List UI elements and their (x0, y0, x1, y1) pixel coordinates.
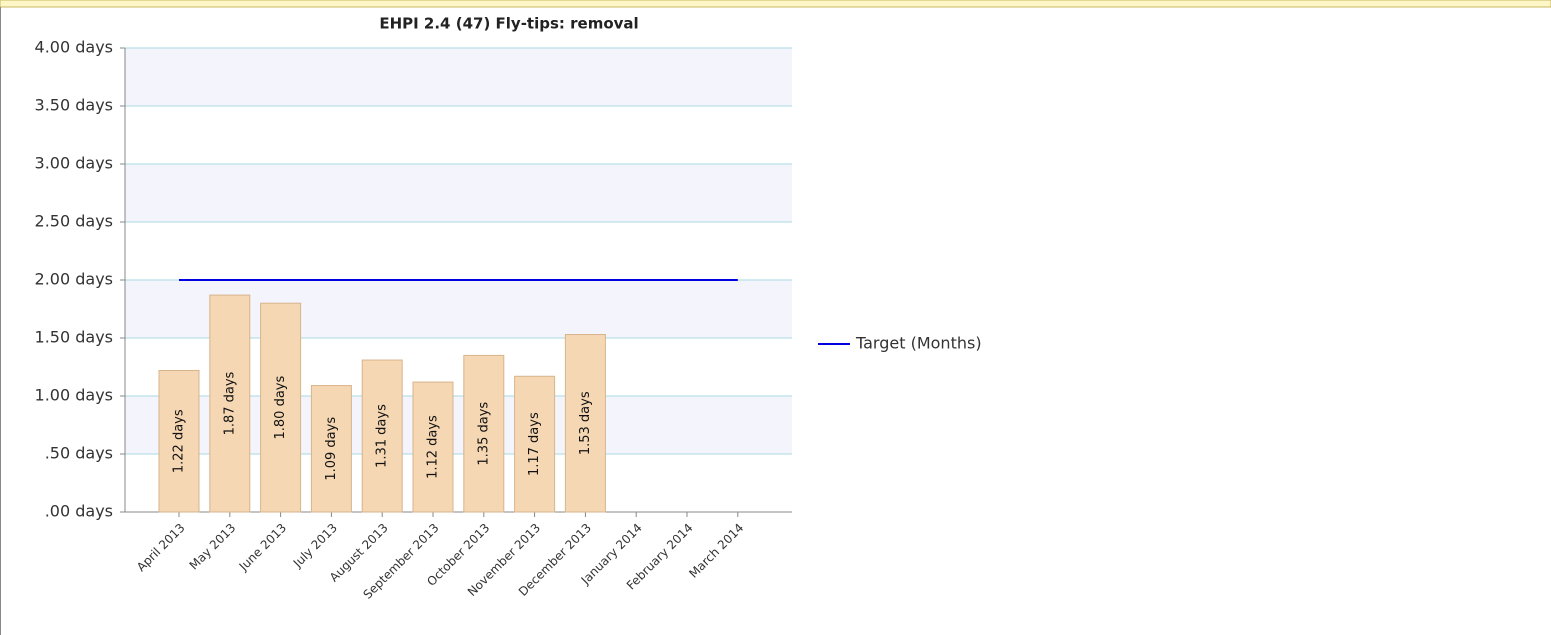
data-label: 1.17 days (527, 412, 542, 476)
header-bar (0, 0, 1551, 8)
y-tick-label: 2.50 days (35, 212, 113, 231)
plot-band (125, 48, 792, 106)
y-tick-label: 3.00 days (35, 154, 113, 173)
x-tick-label: May 2013 (187, 521, 239, 573)
x-tick-label: July 2013 (290, 521, 340, 571)
data-label: 1.12 days (426, 415, 441, 479)
bar (463, 354, 505, 513)
data-label: 1.09 days (324, 417, 339, 481)
bar (209, 294, 251, 513)
y-tick-label: .50 days (45, 444, 113, 463)
y-tick-label: 2.00 days (35, 270, 113, 289)
data-label: 1.87 days (222, 371, 237, 435)
y-tick-label: 1.00 days (35, 386, 113, 405)
data-label: 1.53 days (578, 391, 593, 455)
bar (514, 375, 556, 513)
y-tick-label: 1.50 days (35, 328, 113, 347)
chart-title: EHPI 2.4 (47) Fly-tips: removal (379, 15, 638, 33)
plot-band (125, 164, 792, 222)
y-tick-label: .00 days (45, 502, 113, 521)
y-tick-label: 4.00 days (35, 38, 113, 57)
bar (260, 302, 302, 513)
x-tick-label: June 2013 (236, 521, 289, 574)
data-label: 1.31 days (375, 404, 390, 468)
bar (361, 359, 403, 513)
x-tick-label: March 2014 (686, 521, 746, 581)
data-label: 1.22 days (172, 409, 187, 473)
data-label: 1.80 days (273, 375, 288, 439)
x-tick-label: April 2013 (134, 521, 188, 575)
bar (310, 385, 352, 513)
bar (412, 381, 454, 513)
y-tick-label: 3.50 days (35, 96, 113, 115)
legend-label: Target (Months) (855, 334, 982, 353)
bar (158, 369, 200, 513)
bar (564, 334, 606, 513)
data-label: 1.35 days (476, 402, 491, 466)
